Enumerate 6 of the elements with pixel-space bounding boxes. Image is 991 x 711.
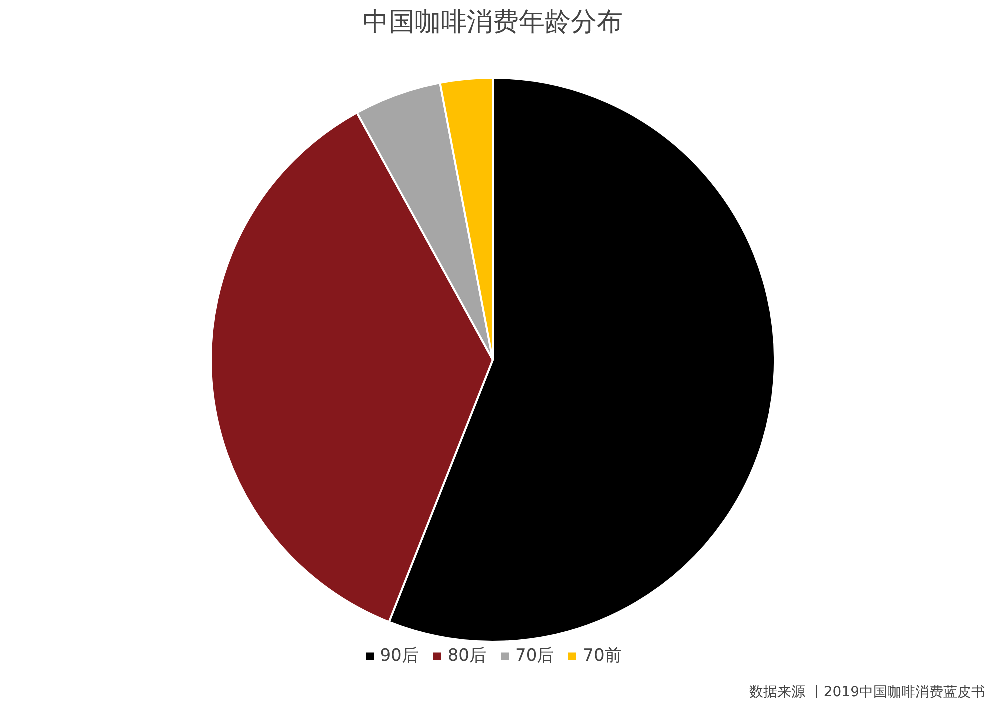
chart-title: 中国咖啡消费年龄分布	[363, 8, 623, 38]
legend-label: 80后	[448, 645, 486, 667]
source-note: 数据来源 丨2019中国咖啡消费蓝皮书	[749, 684, 986, 700]
legend-label: 70前	[583, 645, 622, 667]
legend-label: 90后	[380, 645, 419, 667]
legend-label: 70后	[516, 645, 554, 667]
